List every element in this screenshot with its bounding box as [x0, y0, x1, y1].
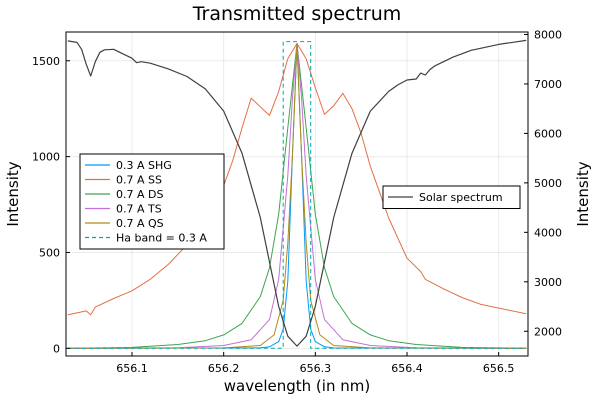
x-tick-label: 656.1	[116, 362, 148, 375]
y-axis-title-left: Intensity	[4, 161, 22, 226]
series-line-ha-band-0-3-a	[67, 41, 527, 349]
y-left-tick-label: 1000	[32, 151, 60, 164]
chart-title: Transmitted spectrum	[192, 3, 402, 25]
series-line-0-7-a-qs	[67, 43, 527, 349]
legend-left: 0.3 A SHG 0.7 A SS0.7 A DS 0.7 A TS0.7 A Q…	[79, 153, 225, 250]
y-right-tick-label: 4000	[534, 226, 562, 239]
y-right-tick-label: 6000	[534, 127, 562, 140]
legend-label: Ha band = 0.3 A	[116, 232, 207, 245]
y-right-tick-label: 7000	[534, 78, 562, 91]
y-right-tick-label: 2000	[534, 325, 562, 338]
legend-label: 0.7 A QS	[116, 217, 164, 230]
legend-box	[79, 153, 225, 250]
legend-label: 0.7 A SS	[116, 174, 162, 187]
y-right-tick-label: 3000	[534, 276, 562, 289]
series-layer	[67, 39, 527, 349]
y-right-tick-label: 5000	[534, 177, 562, 190]
y-left-tick-label: 0	[53, 342, 60, 355]
tick-layer: 656.1 656.2 656.3 656.4 656.5 0 500 1000 1500 200…	[32, 28, 562, 375]
legend-label: 0.7 A TS	[116, 203, 162, 216]
y-right-tick-label: 8000	[534, 28, 562, 41]
x-axis-title: wavelength (in nm)	[224, 377, 370, 395]
y-left-tick-label: 500	[39, 246, 60, 259]
series-line-solar-spectrum	[67, 39, 527, 347]
legend-box	[382, 185, 521, 209]
y-axis-title-right: Intensity	[574, 161, 592, 226]
series-line-0-7-a-ss	[67, 43, 527, 316]
legend-label: 0.7 A DS	[116, 188, 163, 201]
plot-frame	[65, 31, 529, 357]
x-tick-label: 656.4	[391, 362, 423, 375]
x-tick-label: 656.5	[483, 362, 515, 375]
y-left-tick-label: 1500	[32, 55, 60, 68]
legend-right: Solar spectrum	[382, 185, 521, 209]
x-tick-label: 656.2	[208, 362, 240, 375]
legend-label: Solar spectrum	[419, 191, 503, 204]
legend-label: 0.3 A SHG	[116, 159, 172, 172]
x-tick-label: 656.3	[300, 362, 332, 375]
